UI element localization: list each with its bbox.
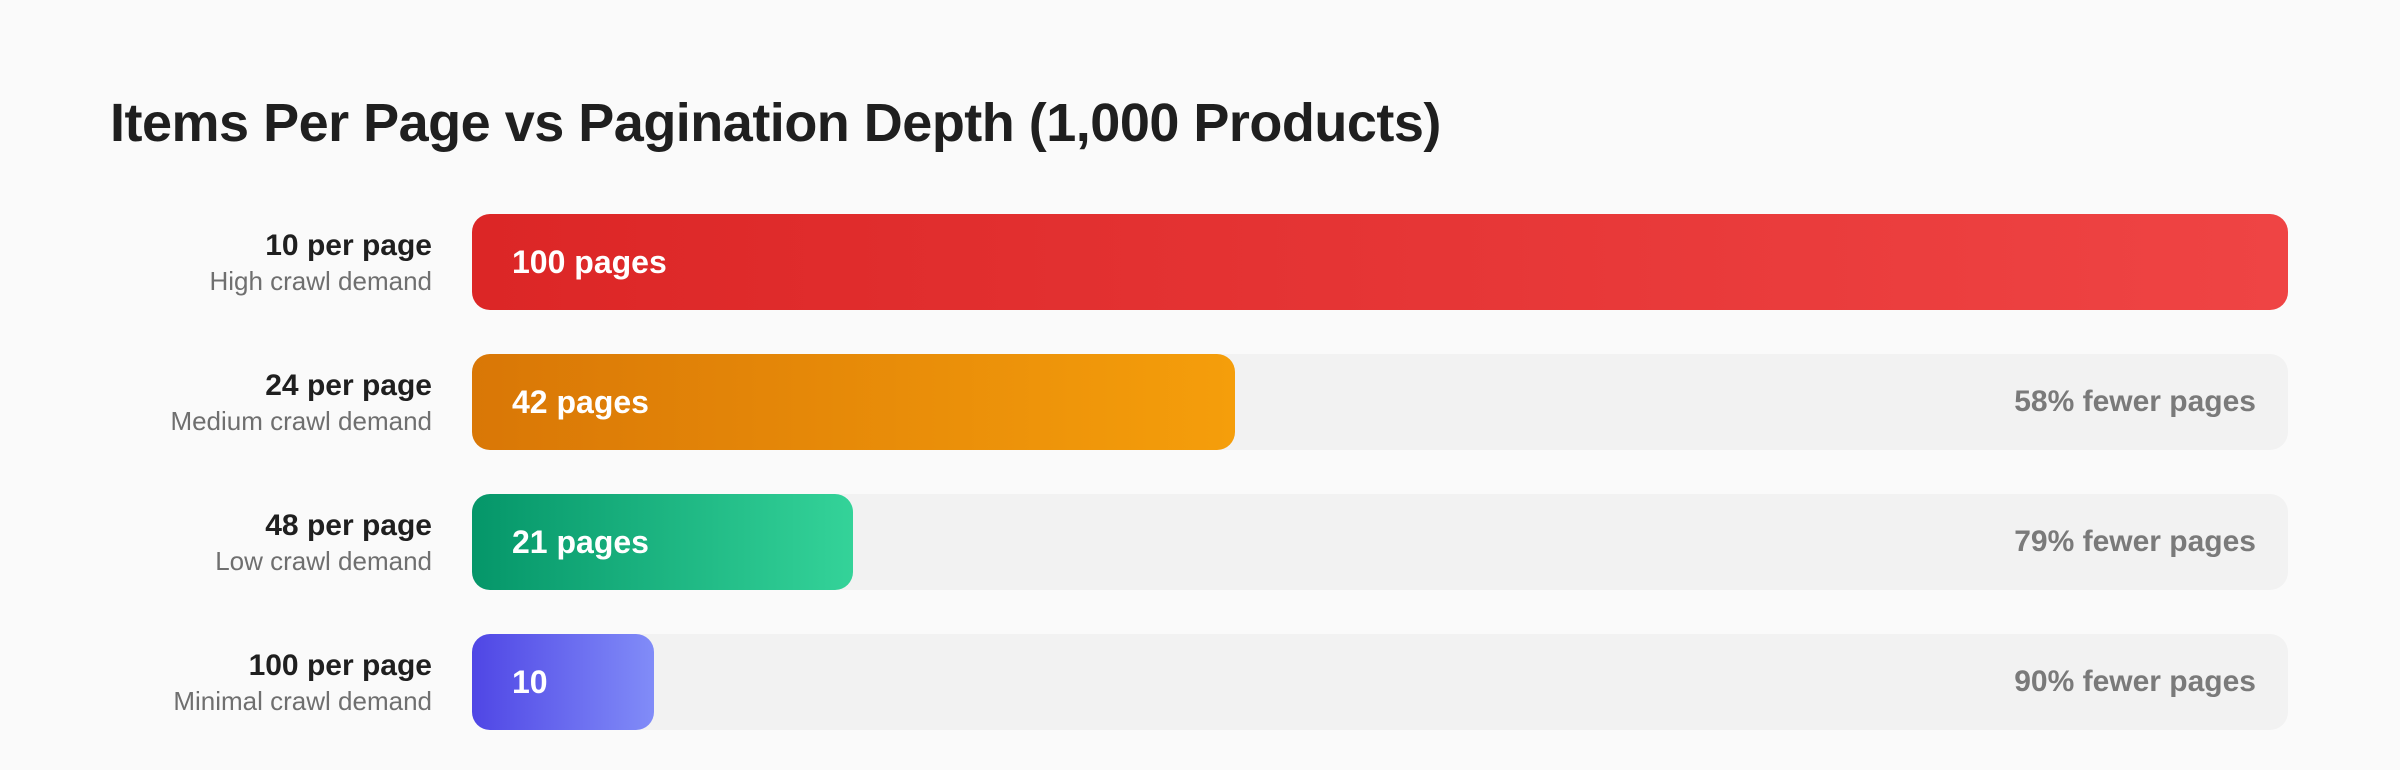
bar-track: 21 pages 79% fewer pages <box>472 494 2288 590</box>
row-label-block: 100 per page Minimal crawl demand <box>173 648 432 718</box>
bar-track: 42 pages 58% fewer pages <box>472 354 2288 450</box>
bar-track: 100 pages <box>472 214 2288 310</box>
reduction-note: 58% fewer pages <box>2014 385 2256 418</box>
bar-track: 10 90% fewer pages <box>472 634 2288 730</box>
chart-title: Items Per Page vs Pagination Depth (1,00… <box>110 93 1441 153</box>
row-label-block: 48 per page Low crawl demand <box>215 508 432 578</box>
bar <box>472 354 1235 450</box>
bar-value-label: 42 pages <box>512 384 649 420</box>
bar <box>472 214 2288 310</box>
bar <box>472 634 654 730</box>
reduction-note: 79% fewer pages <box>2014 525 2256 558</box>
category-subtitle: Low crawl demand <box>215 546 432 576</box>
category-subtitle: High crawl demand <box>209 266 432 296</box>
category-subtitle: Minimal crawl demand <box>173 686 432 716</box>
row-label-block: 10 per page High crawl demand <box>209 228 432 298</box>
bar-row: 10 per page High crawl demand 100 pages <box>0 214 2400 310</box>
category-label: 100 per page <box>248 649 432 682</box>
bar-value-label: 10 <box>512 664 548 700</box>
bar-row: 24 per page Medium crawl demand 42 pages… <box>0 354 2400 450</box>
category-label: 24 per page <box>265 369 432 402</box>
bar-value-label: 100 pages <box>512 244 667 280</box>
bar-value-label: 21 pages <box>512 524 649 560</box>
bar-row: 100 per page Minimal crawl demand 10 90%… <box>0 634 2400 730</box>
category-subtitle: Medium crawl demand <box>170 406 432 436</box>
bar-row: 48 per page Low crawl demand 21 pages 79… <box>0 494 2400 590</box>
bar <box>472 494 853 590</box>
reduction-note: 90% fewer pages <box>2014 665 2256 698</box>
category-label: 10 per page <box>265 229 432 262</box>
category-label: 48 per page <box>265 509 432 542</box>
row-label-block: 24 per page Medium crawl demand <box>170 368 432 438</box>
